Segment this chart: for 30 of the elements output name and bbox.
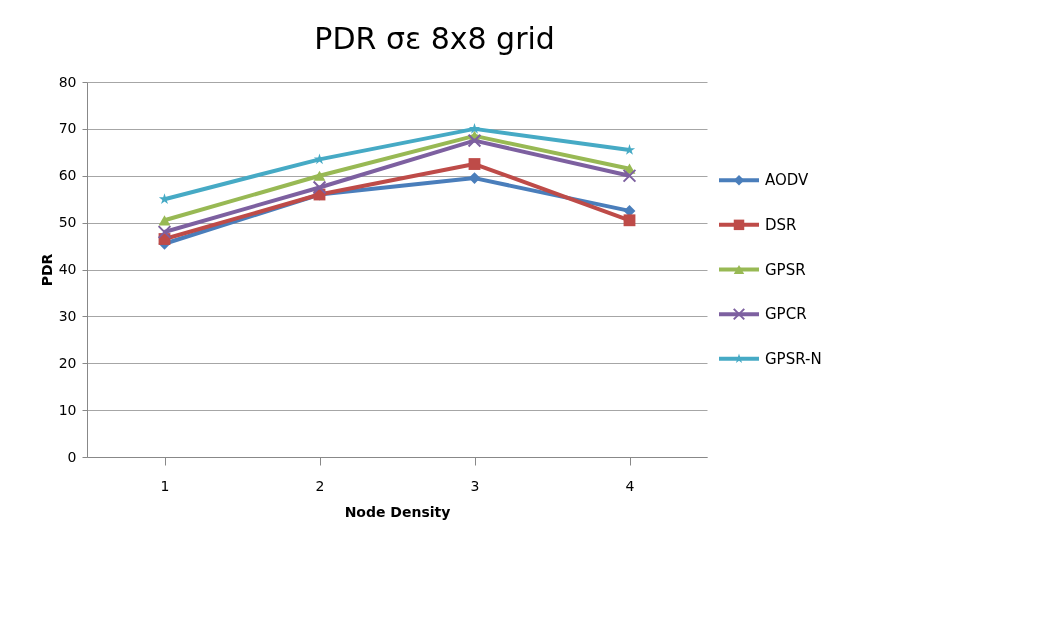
point bbox=[622, 168, 637, 183]
x-tick-label: 2 bbox=[315, 477, 325, 494]
y-tick-label: 10 bbox=[58, 401, 77, 418]
x-tick-label: 4 bbox=[625, 477, 635, 494]
y-tick-label: 60 bbox=[58, 167, 77, 184]
y-tick-label: 20 bbox=[58, 354, 77, 371]
point bbox=[623, 214, 636, 227]
legend-label: GPCR bbox=[765, 305, 807, 324]
point bbox=[468, 158, 481, 170]
y-axis-title: PDR bbox=[38, 253, 55, 287]
x-tick-label: 1 bbox=[160, 477, 170, 494]
legend-label: DSR bbox=[765, 215, 797, 234]
x-tick-label: 3 bbox=[470, 477, 480, 494]
y-tick-label: 0 bbox=[67, 448, 77, 465]
point bbox=[158, 215, 171, 226]
y-tick-label: 50 bbox=[58, 214, 77, 231]
point bbox=[467, 133, 482, 148]
chart-title: PDR σε 8x8 grid bbox=[314, 21, 555, 56]
legend-label: GPSR bbox=[765, 260, 806, 279]
x-axis-title: Node Density bbox=[344, 503, 451, 520]
y-tick-label: 40 bbox=[58, 261, 77, 277]
legend-label: GPSR-N bbox=[765, 349, 822, 368]
legend-label: AODV bbox=[765, 171, 810, 190]
y-tick-label: 70 bbox=[58, 120, 77, 137]
point bbox=[313, 170, 326, 181]
y-tick-label: 30 bbox=[58, 307, 77, 324]
point bbox=[468, 122, 481, 134]
point bbox=[157, 225, 172, 239]
point bbox=[312, 180, 327, 195]
y-tick-label: 80 bbox=[58, 73, 77, 90]
